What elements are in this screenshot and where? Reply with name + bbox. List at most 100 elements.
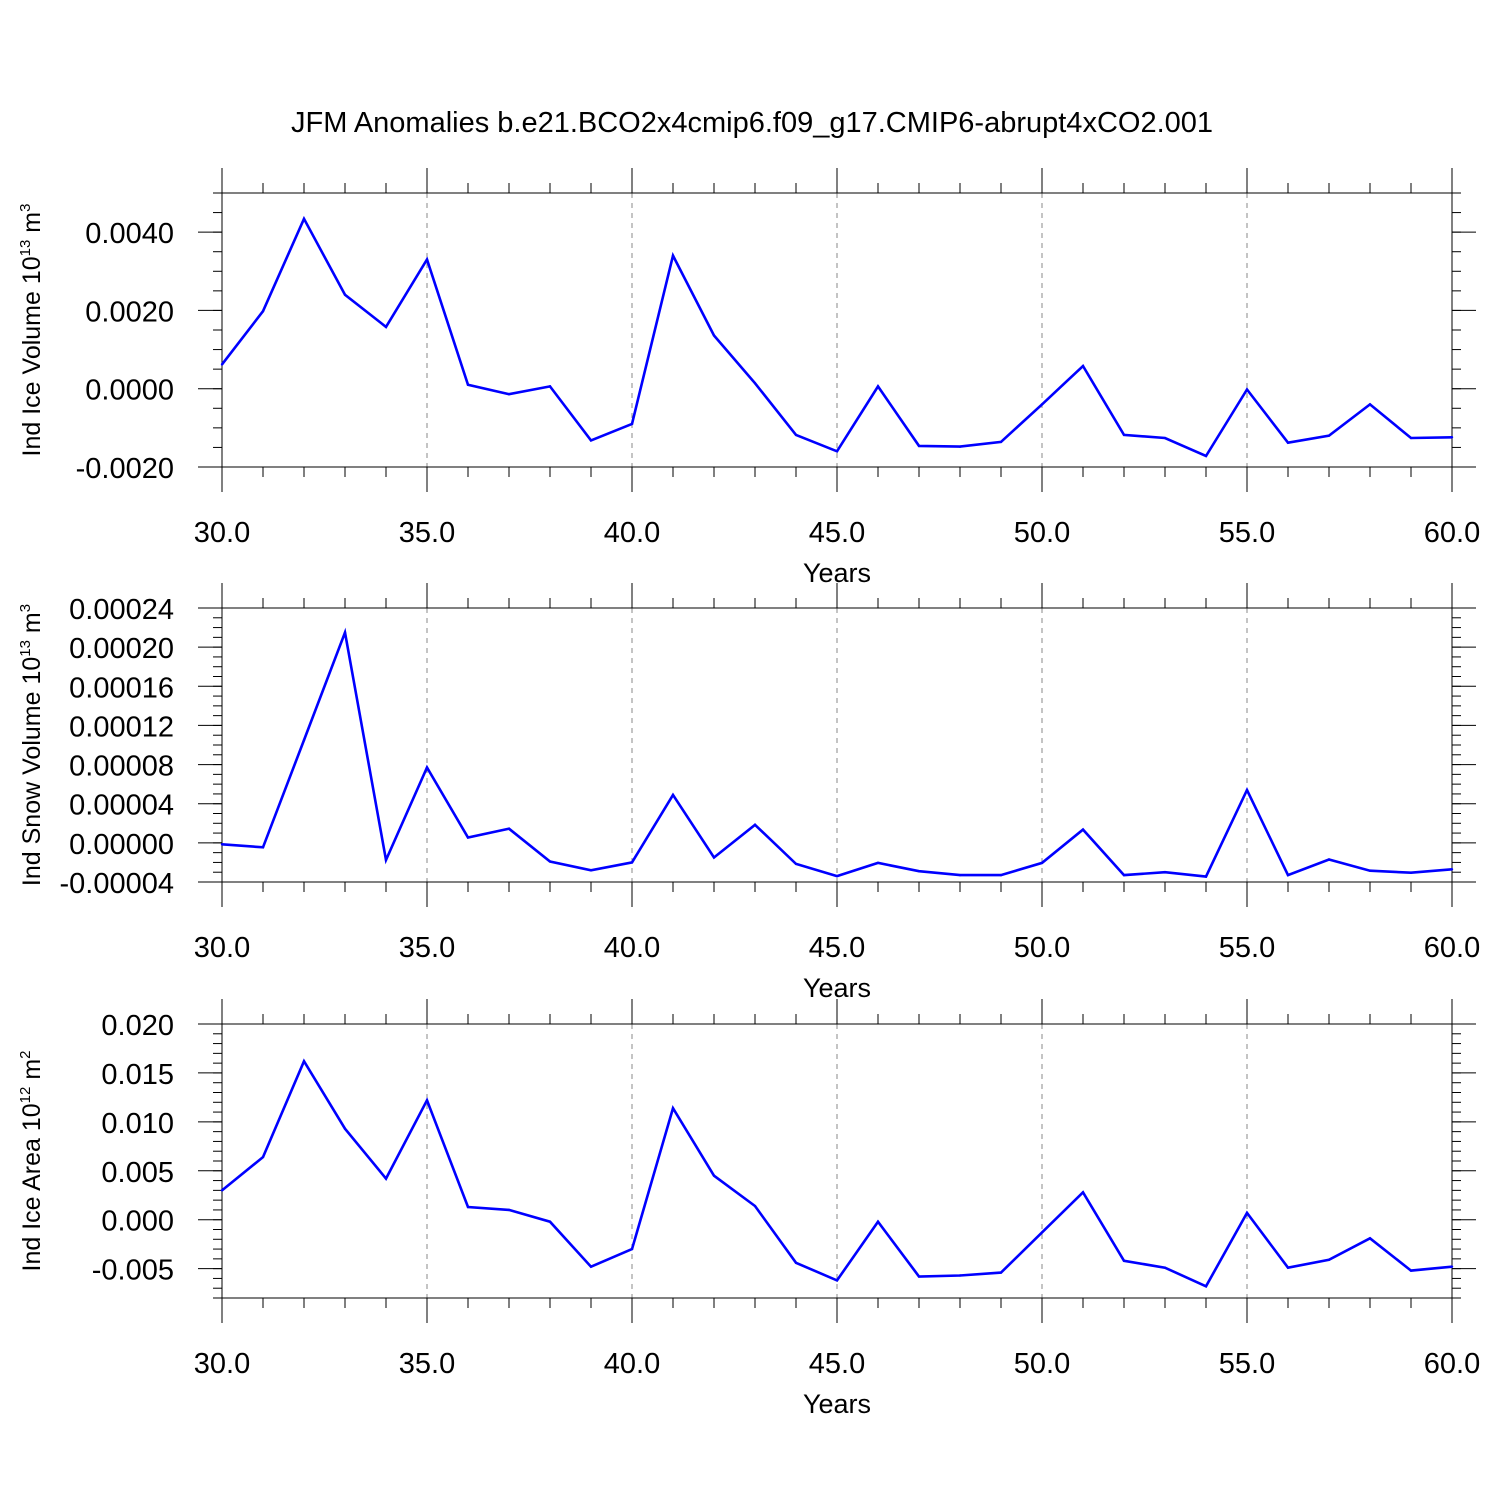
data-point [1204, 454, 1208, 458]
data-point [1409, 436, 1413, 440]
data-point [1450, 436, 1454, 439]
y-tick-label: 0.00008 [69, 751, 174, 783]
data-point [343, 293, 347, 296]
data-point [384, 858, 388, 862]
data-point [548, 860, 552, 863]
x-tick-label: 30.0 [194, 517, 250, 549]
data-point [302, 738, 306, 742]
x-tick-label: 40.0 [604, 932, 660, 964]
y-tick-label: 0.005 [101, 1157, 174, 1189]
data-point [630, 422, 634, 426]
data-point [958, 1274, 962, 1277]
data-point [548, 1220, 552, 1223]
x-tick-label: 45.0 [809, 932, 865, 964]
x-tick-label: 55.0 [1219, 517, 1275, 549]
data-point [958, 873, 962, 877]
data-point [835, 1279, 839, 1282]
data-point [1040, 861, 1044, 865]
data-point [1204, 875, 1208, 878]
data-point [876, 861, 880, 865]
data-point [1081, 364, 1085, 368]
data-point [999, 1271, 1003, 1274]
y-axis-label: Ind Ice Volume 1013 m3 [17, 204, 46, 457]
y-tick-label: 0.00020 [69, 633, 174, 665]
y-tick-label: 0.00016 [69, 672, 174, 704]
y-tick-label: 0.0000 [85, 375, 174, 407]
data-point [589, 869, 593, 872]
data-point [302, 1059, 306, 1063]
data-point [1163, 871, 1167, 874]
x-tick-label: 60.0 [1424, 932, 1480, 964]
data-point [1204, 1285, 1208, 1288]
data-point [630, 1247, 634, 1251]
data-point [261, 1155, 265, 1159]
data-point [220, 1189, 224, 1192]
data-point [220, 843, 224, 846]
data-point [835, 874, 839, 878]
data-point [302, 217, 306, 221]
data-point [1327, 858, 1331, 861]
data-point [1122, 433, 1126, 437]
chart-panel-1: -0.0020 0.0000 0.0020 0.0040 30.0 35.0 40.0 45.… [17, 168, 1480, 588]
data-point [671, 793, 675, 797]
x-tick-label: 40.0 [604, 1348, 660, 1380]
data-point [1122, 1259, 1126, 1263]
y-tick-label: 0.020 [101, 1010, 174, 1042]
data-point [712, 856, 716, 859]
y-axis-label: Ind Ice Area 1012 m2 [17, 1051, 46, 1272]
data-point [548, 385, 552, 388]
data-point [507, 827, 511, 830]
data-point [466, 836, 470, 839]
x-tick-label: 50.0 [1014, 932, 1070, 964]
x-tick-label: 50.0 [1014, 1348, 1070, 1380]
x-tick-label: 60.0 [1424, 517, 1480, 549]
x-tick-label: 55.0 [1219, 932, 1275, 964]
x-tick-label: 45.0 [809, 517, 865, 549]
data-point [1450, 868, 1454, 871]
data-point [1081, 828, 1085, 831]
data-point [220, 363, 224, 366]
y-tick-label: 0.00024 [69, 594, 174, 626]
x-tick-label: 30.0 [194, 1348, 250, 1380]
data-point [425, 1099, 429, 1102]
data-point [1327, 434, 1331, 437]
data-point [1286, 1266, 1290, 1269]
data-point [1245, 388, 1249, 391]
data-point [1245, 1211, 1249, 1215]
data-point [589, 1265, 593, 1268]
data-point [794, 433, 798, 437]
data-point [671, 254, 675, 257]
data-point [466, 383, 470, 386]
y-tick-label: 0.000 [101, 1206, 174, 1238]
data-point [917, 1275, 921, 1278]
data-point [1163, 436, 1167, 440]
x-tick-label: 30.0 [194, 932, 250, 964]
x-tick-label: 40.0 [604, 517, 660, 549]
data-point [1122, 873, 1126, 877]
data-point [630, 861, 634, 864]
y-tick-label: 0.00004 [69, 790, 174, 822]
data-point [589, 439, 593, 442]
data-point [1286, 873, 1290, 877]
data-point [1368, 869, 1372, 872]
data-point [384, 325, 388, 329]
data-point [343, 631, 347, 634]
data-point [753, 1204, 757, 1208]
y-tick-label: -0.0020 [76, 453, 174, 485]
data-point [999, 440, 1003, 444]
x-tick-label: 45.0 [809, 1348, 865, 1380]
data-point [384, 1177, 388, 1180]
data-point [1327, 1258, 1331, 1262]
data-point [999, 873, 1003, 877]
data-point [1409, 1269, 1413, 1272]
data-point [261, 310, 265, 313]
data-point [343, 1127, 347, 1130]
y-tick-label: 0.0040 [85, 218, 174, 250]
data-point [1368, 1237, 1372, 1240]
data-point [876, 1220, 880, 1223]
data-point [712, 334, 716, 337]
y-tick-label: 0.00000 [69, 829, 174, 861]
data-point [1163, 1266, 1167, 1269]
y-axis-label: Ind Snow Volume 1013 m3 [17, 604, 46, 886]
